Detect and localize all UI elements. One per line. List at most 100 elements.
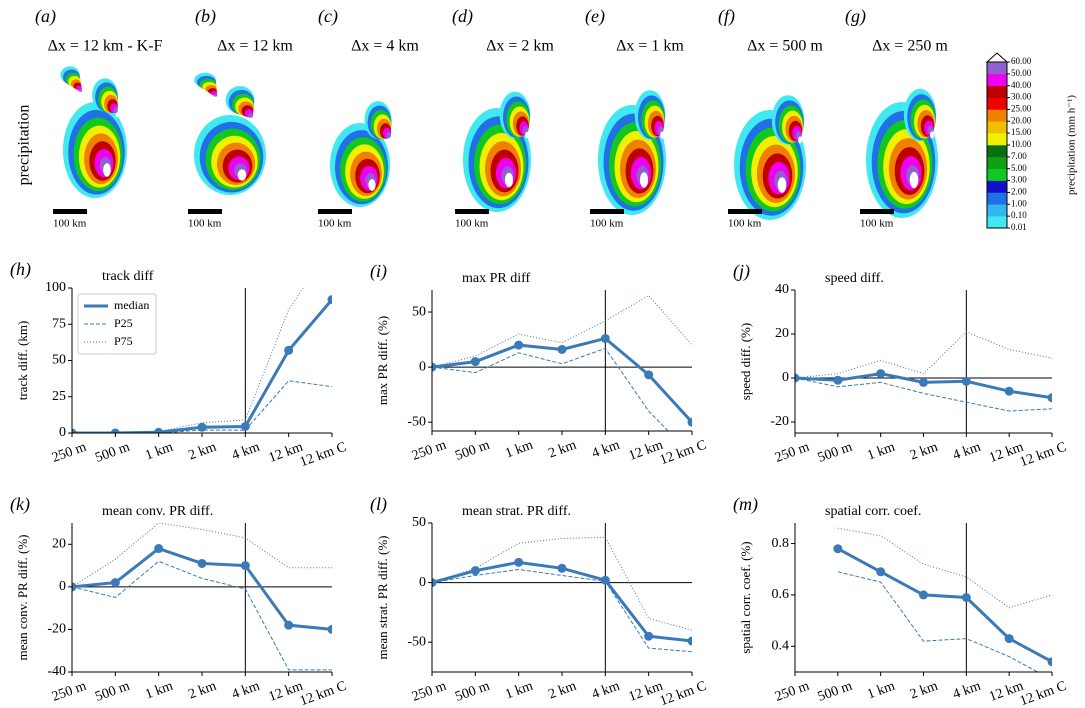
- colorbar-bin: [987, 181, 1007, 193]
- map-title: Δx = 12 km: [217, 38, 293, 55]
- precip-contour: [248, 113, 253, 118]
- y-tick-label: 0: [782, 370, 789, 385]
- chart-title: mean conv. PR diff.: [102, 504, 213, 519]
- precip-core: [640, 172, 648, 187]
- data-point: [962, 377, 971, 386]
- x-tick-label: 12 km C: [298, 440, 348, 471]
- precip-core: [81, 94, 83, 96]
- data-point: [601, 334, 610, 343]
- data-point: [644, 632, 653, 641]
- colorbar-tick-label: 15.00: [1011, 127, 1032, 137]
- y-tick-label: 0: [59, 579, 66, 594]
- x-tick-label: 4 km: [590, 438, 622, 462]
- x-tick-label: 12 km C: [298, 679, 348, 708]
- map-title: Δx = 2 km: [486, 38, 554, 55]
- precip-contour: [79, 89, 82, 92]
- y-tick-label: 0: [419, 359, 426, 374]
- scale-label: 100 km: [590, 218, 624, 230]
- precip-contour: [214, 94, 218, 97]
- y-tick-label: 0: [419, 575, 426, 590]
- colorbar-tick-label: 1.00: [1011, 198, 1027, 208]
- colorbar-tick-label: 5.00: [1011, 163, 1027, 173]
- panel-letter: (m): [733, 494, 758, 515]
- precip-core: [660, 132, 664, 139]
- panel-letter: (d): [452, 6, 473, 27]
- colorbar-tick-label: 60.00: [1011, 56, 1032, 66]
- scale-label: 100 km: [860, 218, 894, 230]
- x-tick-label: 4 km: [230, 679, 262, 703]
- x-tick-label: 250 m: [410, 438, 448, 464]
- data-point: [471, 566, 480, 575]
- x-tick-label: 2 km: [547, 679, 579, 703]
- data-point: [1048, 657, 1057, 666]
- x-tick-label: 2 km: [908, 440, 940, 464]
- colorbar-tick-label: 2.00: [1011, 186, 1027, 196]
- panel-letter: (e): [585, 6, 605, 27]
- map-title: Δx = 250 m: [872, 38, 948, 55]
- x-tick-label: 250 m: [50, 679, 88, 705]
- data-point: [833, 544, 842, 553]
- precip-core: [238, 169, 247, 180]
- series-group: [428, 537, 697, 651]
- data-point: [601, 576, 610, 585]
- x-tick-label: 500 m: [453, 679, 491, 705]
- map-title: Δx = 500 m: [747, 38, 823, 55]
- map-title: Δx = 4 km: [351, 38, 419, 55]
- colorbar-tick-label: 10.00: [1011, 139, 1032, 149]
- precip-core: [388, 137, 391, 142]
- colorbar-tick-label: 7.00: [1011, 151, 1027, 161]
- colorbar-bin: [987, 216, 1007, 228]
- x-tick-label: 1 km: [865, 679, 897, 703]
- data-point: [1005, 387, 1014, 396]
- y-tick-label: -50: [407, 414, 426, 429]
- series-line: [432, 569, 692, 651]
- x-tick-label: 250 m: [773, 679, 811, 705]
- data-point: [284, 621, 293, 630]
- data-point: [284, 346, 293, 355]
- series-line: [72, 561, 332, 670]
- y-tick-label: 0.8: [772, 536, 790, 551]
- x-tick-label: 4 km: [230, 440, 262, 464]
- data-point: [154, 544, 163, 553]
- legend-label: P25: [114, 316, 133, 330]
- x-tick-label: 1 km: [503, 679, 535, 703]
- y-axis-label: max PR diff. (%): [375, 316, 390, 405]
- panel-letter: (k): [10, 494, 30, 515]
- x-tick-label: 2 km: [547, 438, 579, 462]
- x-tick-label: 2 km: [187, 679, 219, 703]
- data-point: [876, 567, 885, 576]
- panel-letter: (f): [718, 6, 735, 27]
- series-line: [432, 537, 692, 630]
- y-tick-label: 50: [52, 353, 66, 368]
- data-point: [1005, 634, 1014, 643]
- map-title: Δx = 1 km: [616, 38, 684, 55]
- legend-label: P75: [114, 334, 133, 348]
- x-tick-label: 1 km: [143, 679, 175, 703]
- colorbar-bin: [987, 204, 1007, 216]
- scale-label: 100 km: [53, 218, 87, 230]
- scale-label: 100 km: [728, 218, 762, 230]
- x-tick-label: 250 m: [410, 679, 448, 705]
- y-tick-label: 100: [45, 280, 66, 295]
- series-line: [838, 572, 1052, 680]
- data-point: [471, 357, 480, 366]
- colorbar-bin: [987, 109, 1007, 121]
- x-tick-label: 1 km: [865, 440, 897, 464]
- colorbar-bin: [987, 98, 1007, 110]
- y-tick-label: 50: [412, 515, 426, 530]
- colorbar-bin: [987, 157, 1007, 169]
- series-line: [72, 523, 332, 587]
- scale-bar: [728, 209, 762, 214]
- series-line: [432, 562, 692, 641]
- y-tick-label: -20: [770, 414, 789, 429]
- y-tick-label: 40: [775, 282, 789, 297]
- chart-title: mean strat. PR diff.: [462, 504, 571, 519]
- colorbar-tick-label: 30.00: [1011, 92, 1032, 102]
- precip-core: [368, 179, 375, 191]
- series-group: [791, 332, 1057, 411]
- y-tick-label: -40: [47, 664, 66, 679]
- colorbar-bin: [987, 133, 1007, 145]
- data-point: [111, 578, 120, 587]
- precip-core: [525, 132, 529, 139]
